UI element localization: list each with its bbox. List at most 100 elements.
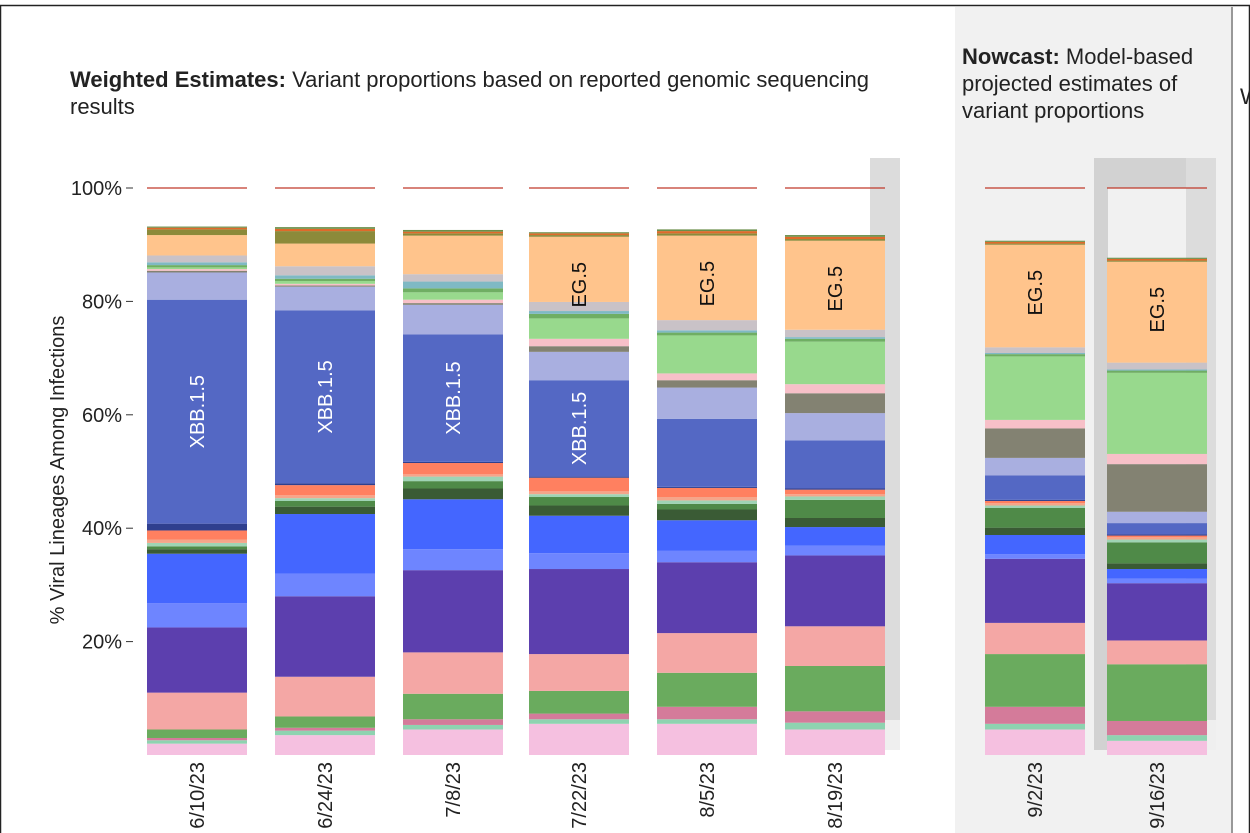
bar-segment-s11 <box>403 476 503 482</box>
bar-segment-s09 <box>657 509 757 521</box>
bar-segment-s24 <box>657 233 757 236</box>
bar-segment-EG.5 <box>785 240 885 330</box>
bar-segment-s03 <box>529 713 629 720</box>
bar-segment-s17 <box>529 346 629 352</box>
bar-segment-s16 <box>785 413 885 441</box>
bar-segment-EG.5 <box>985 244 1085 348</box>
bar-segment-s13 <box>147 530 247 540</box>
bar-segment-s22 <box>529 301 629 312</box>
bar-segment-s08 <box>529 515 629 554</box>
bar-segment-s26 <box>275 227 375 229</box>
bar-segment-s12 <box>529 491 629 495</box>
bar-segment-EG.5 <box>657 235 757 321</box>
bar-segment-s01 <box>275 735 375 755</box>
bar-6/10/23 <box>147 187 247 755</box>
shade-column-2-top <box>1108 158 1186 188</box>
bar-segment-s04 <box>275 716 375 728</box>
bar-segment-s06 <box>1107 583 1207 641</box>
bar-segment-s02 <box>275 730 375 736</box>
bar-segment-s06 <box>785 555 885 627</box>
bar-segment-s18 <box>275 283 375 286</box>
bar-segment-s06 <box>657 562 757 634</box>
bar-segment-s12 <box>985 503 1085 506</box>
bar-label-XBB.1.5: XBB.1.5 <box>315 360 337 433</box>
bar-segment-s05 <box>529 654 629 691</box>
bar-segment-s11 <box>275 498 375 501</box>
x-tick-label: 6/10/23 <box>187 762 209 829</box>
bar-segment-s09 <box>1107 563 1207 570</box>
weighted-title: Weighted Estimates: <box>70 67 286 92</box>
bar-segment-s25 <box>529 233 629 236</box>
bar-segment-s20 <box>529 313 629 319</box>
bar-segment-s08 <box>657 520 757 551</box>
nowcast-title: Nowcast: <box>962 44 1060 69</box>
bar-7/8/23 <box>403 187 503 755</box>
bar-segment-s13 <box>785 489 885 495</box>
bar-segment-s02 <box>147 740 247 744</box>
y-axis-title: % Viral Lineages Among Infections <box>47 316 69 625</box>
bar-segment-s24 <box>403 233 503 236</box>
bar-segment-s11 <box>147 542 247 547</box>
bar-label-XBB.1.5: XBB.1.5 <box>443 361 465 434</box>
bar-segment-s18 <box>147 269 247 271</box>
bar-segment-s24 <box>785 239 885 241</box>
bar-segment-s11 <box>1107 539 1207 543</box>
x-tick-label: 8/19/23 <box>825 762 847 829</box>
bar-label-EG.5: EG.5 <box>1147 287 1169 333</box>
bar-segment-s22 <box>403 274 503 282</box>
bar-segment-s02 <box>985 723 1085 730</box>
bar-segment-s19 <box>403 292 503 300</box>
bar-segment-XBB.1.5 <box>275 310 375 484</box>
bar-segment-s09 <box>275 506 375 515</box>
bar-segment-s08 <box>985 535 1085 555</box>
bar-segment-s19 <box>1107 372 1207 454</box>
bar-segment-s06 <box>529 569 629 655</box>
bar-segment-s03 <box>1107 720 1207 736</box>
bar-segment-s24 <box>529 235 629 237</box>
bar-9/16/23 <box>1107 187 1207 755</box>
bar-segment-s24 <box>985 243 1085 245</box>
x-axis: 6/10/23 6/24/23 7/8/23 7/22/23 8/5/23 8/19/23… <box>187 762 1169 829</box>
bar-segment-s12 <box>1107 537 1207 540</box>
bar-segment-s17 <box>147 270 247 273</box>
bar-segment-s21 <box>529 311 629 314</box>
bar-segment-s04 <box>529 690 629 714</box>
x-tick-label: 7/8/23 <box>443 762 465 818</box>
bar-segment-s11 <box>785 496 885 500</box>
bar-segment-s12 <box>657 497 757 501</box>
bar-segment-s07 <box>785 545 885 556</box>
bar-segment-XBB.1.5 <box>403 334 503 462</box>
bar-segment-s25 <box>147 227 247 230</box>
y-tick-label: 40% <box>82 518 122 540</box>
bar-segment-s14 <box>403 461 503 463</box>
x-tick-label: 6/24/23 <box>315 762 337 829</box>
bar-segment-XBB.1.5 <box>1107 523 1207 535</box>
nowcast-header: Nowcast: Model-based projected estimates… <box>962 43 1232 124</box>
bar-label-EG.5: EG.5 <box>697 261 719 307</box>
bar-segment-s20 <box>785 338 885 342</box>
bar-segment-s21 <box>275 275 375 279</box>
bar-segment-s12 <box>275 495 375 499</box>
y-tick-label: 20% <box>82 632 122 654</box>
bar-segment-s18 <box>985 419 1085 429</box>
bar-segment-s01 <box>529 723 629 755</box>
bar-segment-s17 <box>1107 464 1207 512</box>
weighted-estimates-header: Weighted Estimates: Variant proportions … <box>70 66 870 120</box>
bar-label-EG.5: EG.5 <box>825 266 847 312</box>
bar-segment-s05 <box>147 692 247 730</box>
bar-segment-s18 <box>785 384 885 394</box>
bar-segment-s25 <box>985 241 1085 244</box>
bar-segment-s18 <box>403 299 503 304</box>
bar-9/2/23 <box>985 187 1085 755</box>
bar-segment-s14 <box>985 499 1085 501</box>
bar-segment-s09 <box>985 527 1085 536</box>
nowcast-description: Model-based projected estimates of varia… <box>962 44 1194 123</box>
bar-segment-s25 <box>403 231 503 234</box>
bar-segment-s18 <box>1107 453 1207 465</box>
bar-segment-s07 <box>403 549 503 571</box>
bar-segment-s02 <box>657 719 757 724</box>
bar-segment-s22 <box>657 320 757 331</box>
bar-segment-s17 <box>785 393 885 414</box>
bar-segment-s17 <box>657 380 757 388</box>
